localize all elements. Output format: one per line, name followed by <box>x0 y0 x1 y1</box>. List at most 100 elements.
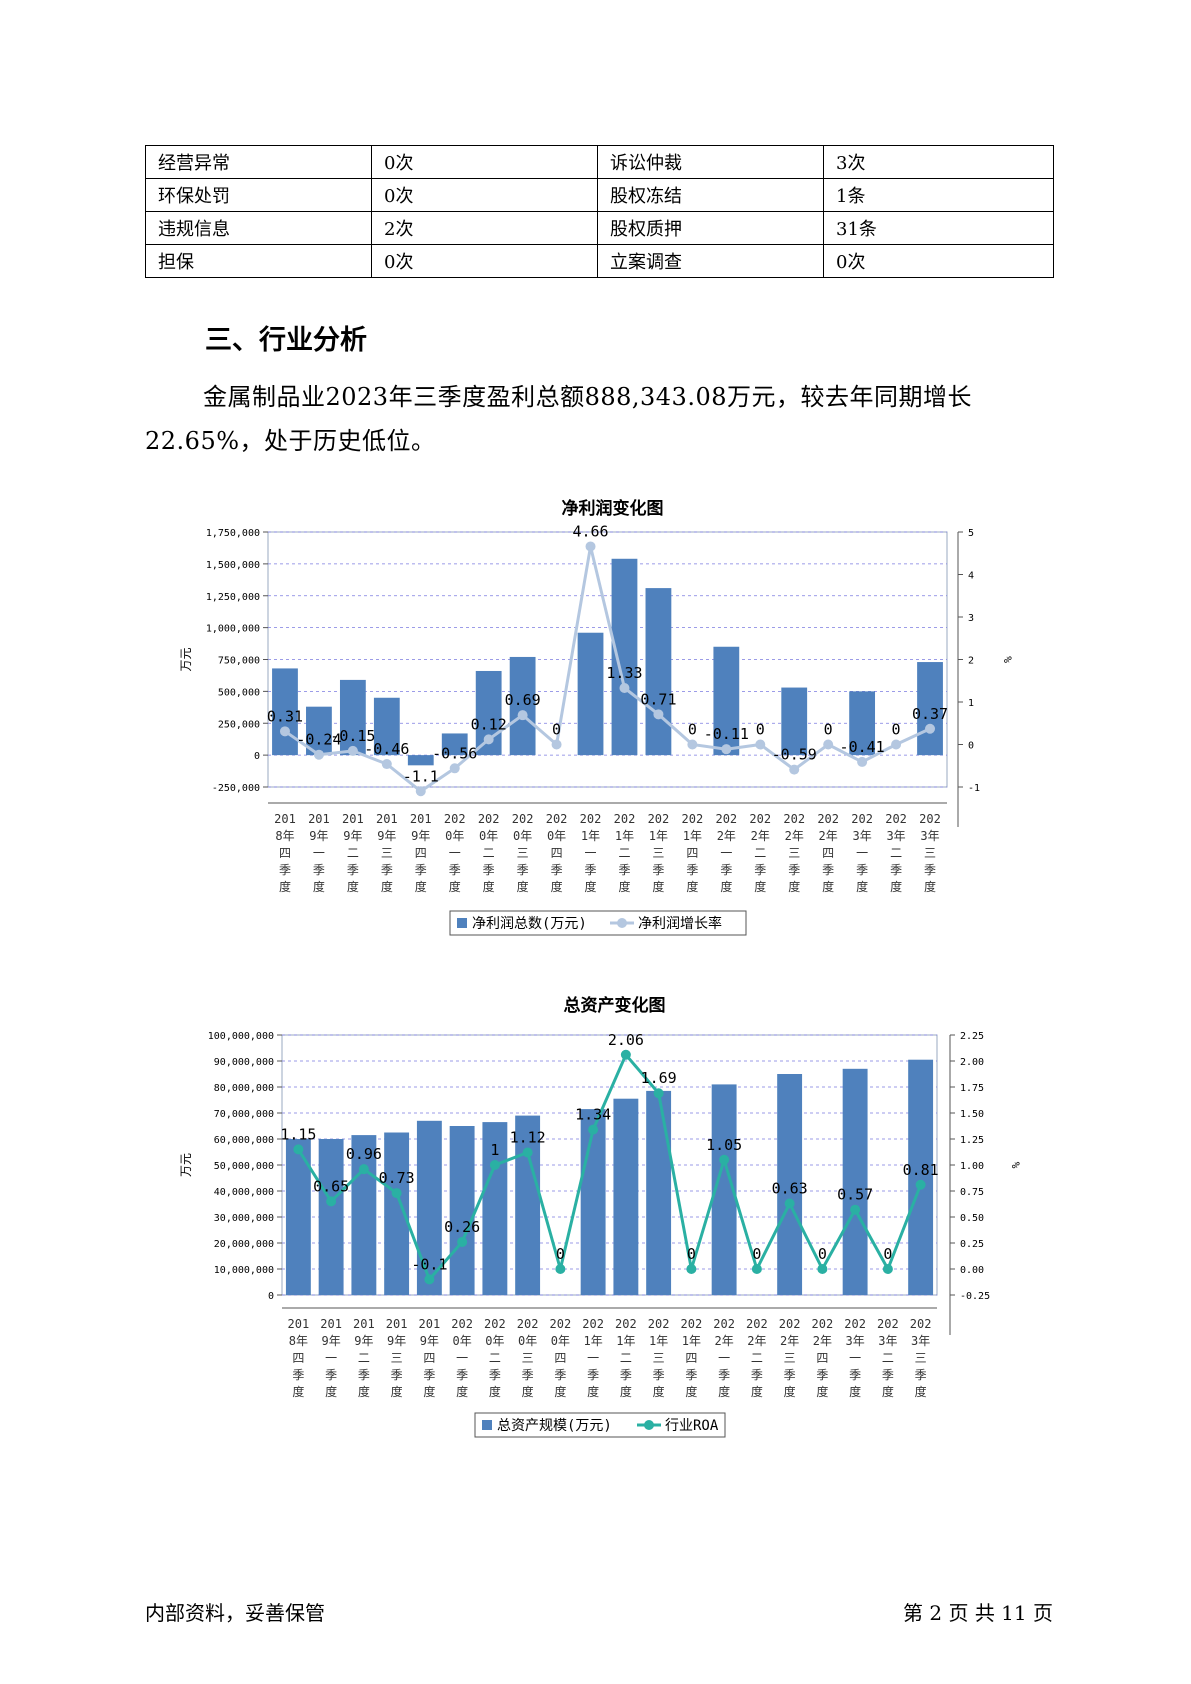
x-tick-label: 201 8年四季度 <box>274 812 296 894</box>
data-label: 0 <box>824 721 833 739</box>
y-tick-label: 1,250,000 <box>206 592 260 603</box>
series-line <box>297 1051 923 1283</box>
x-tick-label: 202 3年二季度 <box>877 1317 899 1399</box>
x-tick-label: 202 1年一季度 <box>580 812 602 894</box>
legend-box <box>474 1412 726 1438</box>
y2-tick-label: 5 <box>968 528 974 539</box>
line-point <box>789 764 800 775</box>
y2-tick-label: 0.25 <box>960 1239 984 1250</box>
y-tick-label: 70,000,000 <box>214 1109 274 1120</box>
data-label: 0.96 <box>346 1145 382 1163</box>
line-point <box>489 1160 500 1170</box>
y2-tick-label: 0.00 <box>960 1265 984 1276</box>
data-label: 0.26 <box>444 1218 480 1236</box>
x-tick-label: 201 9年三季度 <box>376 812 398 894</box>
table-label-cell: 诉讼仲裁 <box>597 145 824 179</box>
x-tick-label: 202 1年四季度 <box>682 812 704 894</box>
table-row: 经营异常 0次 诉讼仲裁 3次 <box>145 145 1054 179</box>
line-point <box>457 1236 468 1247</box>
bar <box>373 697 400 756</box>
footer-page-number: 第 2 页 共 11 页 <box>903 1601 1053 1625</box>
table-row: 环保处罚 0次 股权冻结 1条 <box>145 178 1054 212</box>
line-point <box>313 749 324 760</box>
legend-bar-label: 总资产规模(万元) <box>497 1418 612 1434</box>
series-line <box>284 546 931 794</box>
x-tick-label: 202 0年四季度 <box>550 1317 572 1399</box>
table-value-cell: 2次 <box>371 211 598 245</box>
y-tick-label: 0 <box>268 1291 274 1302</box>
x-tick-label: 202 0年一季度 <box>444 812 466 894</box>
data-label: -0.41 <box>840 738 885 756</box>
bar <box>842 1068 868 1295</box>
x-tick-label: 202 1年四季度 <box>681 1317 703 1399</box>
y-tick-label: 10,000,000 <box>214 1265 274 1276</box>
bar <box>482 1122 508 1295</box>
table-value-cell: 0次 <box>371 244 598 278</box>
x-tick-label: 202 2年四季度 <box>812 1317 834 1399</box>
table-label-cell: 环保处罚 <box>145 178 372 212</box>
x-tick-label: 202 2年二季度 <box>749 812 771 894</box>
table-label-cell: 立案调查 <box>597 244 824 278</box>
bar <box>441 733 468 756</box>
y2-tick-label: 2.00 <box>960 1057 984 1068</box>
x-tick-label: 202 1年一季度 <box>582 1317 604 1399</box>
data-label: 0 <box>552 721 561 739</box>
x-tick-label: 202 0年三季度 <box>517 1317 539 1399</box>
bar <box>449 1126 475 1295</box>
line-point <box>882 1264 893 1274</box>
data-label: 0 <box>892 721 901 739</box>
y-tick-label: 60,000,000 <box>214 1135 274 1146</box>
line-point <box>483 734 494 745</box>
data-label: 0.37 <box>912 705 948 723</box>
data-label: -0.11 <box>704 725 749 743</box>
line-point <box>687 739 698 750</box>
y-tick-label: 250,000 <box>218 719 260 730</box>
data-label: 0.81 <box>903 1161 939 1179</box>
data-label: 0.63 <box>772 1179 808 1197</box>
line-point <box>522 1147 533 1158</box>
bar <box>781 687 808 756</box>
y-tick-label: 80,000,000 <box>214 1083 274 1094</box>
table-label-cell: 违规信息 <box>145 211 372 245</box>
y-axis-label: 万元 <box>179 1153 193 1177</box>
y-tick-label: 500,000 <box>218 687 260 698</box>
x-tick-label: 202 0年二季度 <box>484 1317 506 1399</box>
y2-tick-label: -0.25 <box>960 1291 990 1302</box>
data-label: 1.33 <box>606 664 642 682</box>
data-label: 0 <box>818 1245 827 1263</box>
line-point <box>588 1124 599 1135</box>
y-tick-label: 90,000,000 <box>214 1057 274 1068</box>
x-tick-label: 202 1年二季度 <box>614 812 636 894</box>
data-label: -0.59 <box>772 746 817 764</box>
data-label: 0.65 <box>313 1177 349 1195</box>
data-label: 0 <box>756 721 765 739</box>
bar <box>849 691 876 756</box>
legend-bar-swatch <box>482 1420 492 1430</box>
line-point <box>823 739 834 750</box>
x-tick-label: 201 9年四季度 <box>419 1317 441 1399</box>
y2-tick-label: 0.50 <box>960 1213 984 1224</box>
data-label: 4.66 <box>572 522 608 540</box>
y2-axis-label: % <box>1001 656 1014 663</box>
data-label: 0 <box>883 1245 892 1263</box>
line-point <box>721 744 732 755</box>
line-point <box>279 726 290 737</box>
legend-line-label: 净利润增长率 <box>638 915 722 932</box>
data-label: 2.06 <box>608 1031 644 1049</box>
line-point <box>585 541 596 552</box>
line-point <box>817 1264 828 1274</box>
bar <box>646 1090 672 1295</box>
y2-axis-label: % <box>1009 1162 1022 1169</box>
chart-title: 总资产变化图 <box>564 995 666 1016</box>
data-label: 0.12 <box>471 715 507 733</box>
x-tick-label: 202 2年四季度 <box>817 812 839 894</box>
data-label: 0 <box>688 721 697 739</box>
data-label: 1.12 <box>510 1129 546 1147</box>
line-point <box>449 763 460 774</box>
x-tick-label: 202 3年三季度 <box>910 1317 932 1399</box>
data-label: 0.73 <box>379 1169 415 1187</box>
data-label: 0.57 <box>837 1186 873 1204</box>
bar <box>515 1115 541 1295</box>
line-point <box>857 756 868 767</box>
x-tick-label: 202 3年二季度 <box>885 812 907 894</box>
